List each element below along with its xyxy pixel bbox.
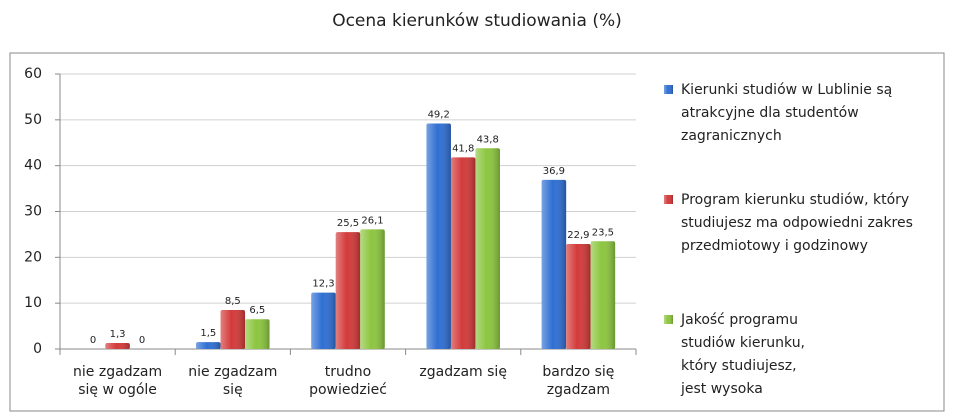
value-label: 6,5 (249, 305, 265, 316)
value-label: 43,8 (477, 134, 499, 145)
x-tick-label: nie zgadzam się (188, 364, 278, 398)
y-tick-label: 40 (24, 158, 42, 174)
y-tick-label: 30 (24, 204, 42, 220)
bar-shade (311, 292, 336, 349)
bar-shade (590, 241, 616, 349)
x-tick-label: zgadzam się (419, 364, 507, 380)
value-label: 0 (90, 335, 96, 346)
value-label: 36,9 (543, 166, 565, 177)
x-tick-label: nie zgadzam się w ogóle (73, 364, 163, 398)
y-tick-label: 20 (24, 249, 42, 265)
bar-shade (566, 244, 591, 349)
y-tick-label: 60 (24, 66, 42, 82)
chart-title: Ocena kierunków studiowania (%) (332, 11, 622, 31)
value-label: 23,5 (592, 227, 614, 238)
bar-shade (360, 229, 385, 349)
value-label: 1,5 (200, 328, 216, 339)
legend-label: Kierunki studiów w Lublinie są atrakcyjn… (681, 82, 893, 144)
bar-shade (541, 179, 567, 349)
y-tick-label: 0 (33, 341, 42, 357)
value-label: 49,2 (428, 110, 450, 121)
bar-shade (426, 123, 451, 349)
bar-shade (220, 310, 246, 349)
value-label: 41,8 (452, 143, 474, 154)
legend-marker-shade (664, 85, 673, 94)
legend-label: Jakość programu studiów kierunku, który … (681, 312, 806, 397)
value-label: 12,3 (312, 279, 334, 290)
legend-label: Program kierunku studiów, który studiuje… (681, 192, 913, 254)
bar-shade (245, 319, 270, 349)
bar-shade (475, 148, 500, 349)
y-tick-label: 50 (24, 112, 42, 128)
bar-shade (196, 342, 221, 349)
bar-shade (450, 157, 476, 349)
value-label: 0 (139, 335, 145, 346)
value-label: 25,5 (337, 218, 359, 229)
y-tick-label: 10 (24, 295, 42, 311)
legend-marker-shade (664, 315, 673, 324)
x-tick-label: trudno powiedzieć (309, 364, 387, 398)
legend-marker-shade (664, 195, 673, 204)
value-label: 1,3 (110, 329, 126, 340)
x-tick-label: bardzo się zgadzam (542, 364, 615, 398)
bar-shade (105, 343, 130, 349)
value-label: 22,9 (567, 230, 589, 241)
bar-shade (335, 232, 361, 349)
value-label: 26,1 (361, 215, 383, 226)
chart-frame (9, 52, 945, 412)
value-label: 8,5 (225, 296, 241, 307)
